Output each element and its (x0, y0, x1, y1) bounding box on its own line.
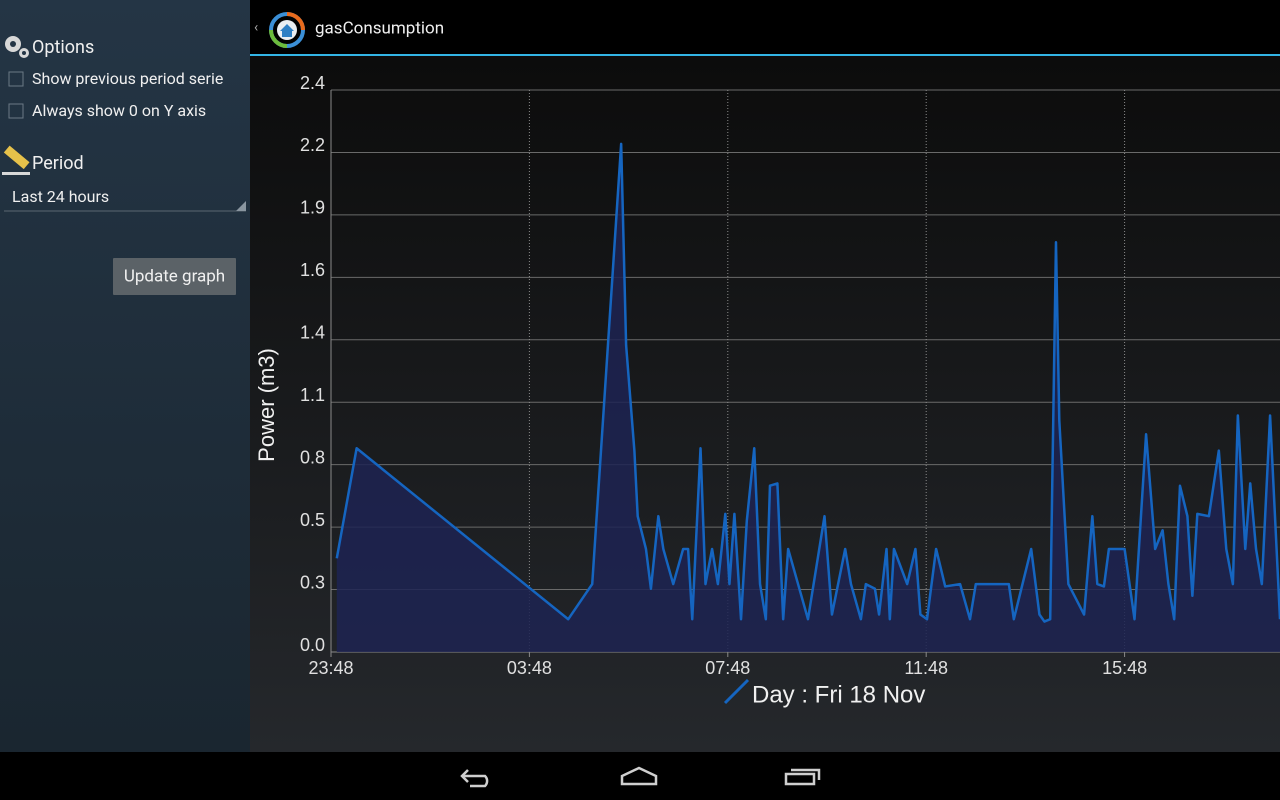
action-bar (250, 0, 1280, 55)
y-tick-label: 1.4 (300, 323, 325, 343)
spinner-arrow (236, 201, 246, 211)
y-tick-label: 0.0 (300, 635, 325, 655)
button-label[interactable]: Update graph (124, 266, 225, 286)
y-tick-label: 0.8 (300, 447, 325, 467)
action-bar-divider (250, 54, 1280, 56)
legend-label: Day : Fri 18 Nov (752, 681, 925, 708)
line (335, 142, 1280, 623)
options-title: Options (32, 37, 94, 58)
legend-swatch (723, 678, 750, 705)
area (336, 143, 1280, 652)
nav-recent[interactable] (784, 768, 821, 786)
checkbox[interactable] (8, 103, 24, 119)
y-axis-label: Power (m3) (254, 348, 279, 462)
y-tick-label: 1.1 (300, 385, 325, 405)
y-tick-label: 0.5 (300, 510, 325, 530)
app-title: gasConsumption (315, 18, 444, 38)
options-icon (5, 36, 29, 58)
x-tick-label: 11:48 (904, 658, 948, 678)
app-icon[interactable] (269, 12, 305, 48)
y-tick-label: 2.4 (300, 73, 325, 93)
x-tick-label: 03:48 (507, 658, 552, 678)
up-caret[interactable]: ‹ (254, 20, 258, 36)
y-tick-label: 1.6 (300, 260, 325, 280)
chart: 0.0 0.3 0.5 0.8 1.1 1.4 1.6 1.9 2.2 2.4 23:48 03:48… (254, 73, 1280, 708)
plot (335, 142, 1280, 652)
option-label[interactable]: Always show 0 on Y axis (32, 101, 206, 120)
period-spinner[interactable]: Last 24 hours (12, 187, 109, 206)
nav-bar (0, 752, 1280, 800)
x-tick-label: 23:48 (308, 658, 353, 678)
y-tick-label: 0.3 (300, 572, 325, 592)
y-tick-label: 2.2 (300, 135, 325, 155)
update-button[interactable] (113, 258, 236, 295)
period-title: Period (32, 153, 84, 174)
period-underline (2, 172, 30, 175)
sidebar (0, 0, 250, 752)
x-tick-label: 07:48 (705, 658, 750, 678)
y-tick-label: 1.9 (300, 198, 325, 218)
period-icon (3, 145, 30, 170)
option-label[interactable]: Show previous period serie (32, 69, 223, 88)
checkbox[interactable] (8, 71, 24, 87)
nav-back[interactable] (460, 769, 489, 788)
nav-home[interactable] (620, 766, 658, 786)
x-tick-label: 15:48 (1102, 658, 1147, 678)
